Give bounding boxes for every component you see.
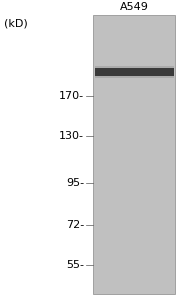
Text: 170-: 170- <box>59 92 84 101</box>
Bar <box>95 68 174 76</box>
Text: A549: A549 <box>120 2 149 12</box>
Bar <box>93 15 175 294</box>
Text: 55-: 55- <box>66 260 84 270</box>
Text: 72-: 72- <box>66 220 84 230</box>
Text: (kD): (kD) <box>4 18 27 28</box>
Bar <box>95 66 174 78</box>
Text: 95-: 95- <box>66 178 84 188</box>
Text: 130-: 130- <box>59 131 84 141</box>
